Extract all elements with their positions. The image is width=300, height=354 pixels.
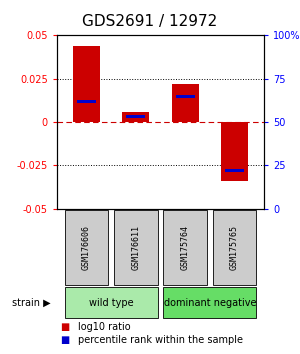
Text: GSM175765: GSM175765 (230, 225, 239, 270)
Bar (164, 287, 256, 318)
Text: GSM176606: GSM176606 (82, 225, 91, 270)
Bar (73, 46, 100, 122)
Text: wild type: wild type (89, 298, 134, 308)
Text: GSM176611: GSM176611 (131, 225, 140, 270)
Text: log10 ratio: log10 ratio (78, 322, 130, 332)
Text: percentile rank within the sample: percentile rank within the sample (78, 335, 243, 345)
Bar (77, 100, 96, 103)
Bar (122, 112, 149, 122)
Bar (164, 210, 207, 285)
Text: ■: ■ (60, 322, 69, 332)
Text: dominant negative: dominant negative (164, 298, 256, 308)
Bar (213, 210, 256, 285)
Text: GDS2691 / 12972: GDS2691 / 12972 (82, 14, 218, 29)
Bar (114, 210, 158, 285)
Bar (172, 84, 199, 122)
Text: GSM175764: GSM175764 (181, 225, 190, 270)
Text: ■: ■ (60, 335, 69, 345)
Bar (126, 115, 145, 119)
Bar (176, 95, 195, 98)
Bar (65, 210, 108, 285)
Bar (225, 169, 244, 172)
Text: strain ▶: strain ▶ (12, 298, 51, 308)
Bar (221, 122, 248, 181)
Bar (65, 287, 158, 318)
